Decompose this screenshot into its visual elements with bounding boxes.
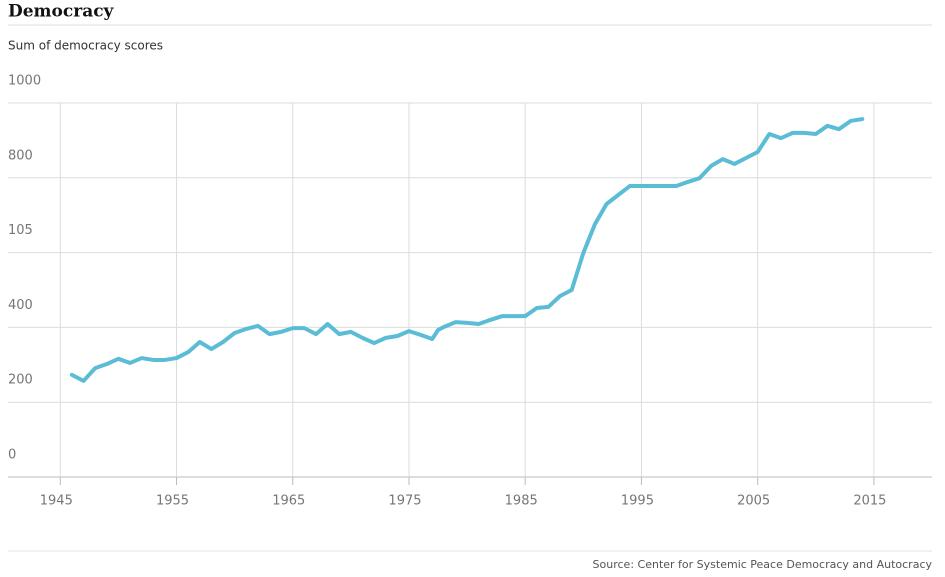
data-line — [69, 117, 865, 383]
chart-subtitle: Sum of democracy scores — [8, 39, 163, 53]
y-tick-label: 1000 — [8, 74, 41, 89]
y-tick-label: 200 — [8, 373, 33, 388]
source: Source: Center for Systemic Peace Democr… — [593, 558, 933, 571]
x-tick-label: 1975 — [388, 494, 421, 509]
x-tick-label: 1945 — [40, 494, 73, 509]
y-tick-label: 105 — [8, 223, 33, 238]
chart-title: Democracy — [8, 2, 115, 22]
x-tick-label: 1985 — [505, 494, 538, 509]
y-tick-label: 0 — [8, 448, 16, 463]
x-tick-label: 2005 — [737, 494, 770, 509]
y-tick-label: 800 — [8, 148, 33, 163]
x-tick-label: 1955 — [156, 494, 189, 509]
x-tick-label: 1995 — [621, 494, 654, 509]
x-tick-label: 1965 — [272, 494, 305, 509]
y-tick-label: 400 — [8, 298, 33, 313]
x-tick-label: 2015 — [853, 494, 886, 509]
